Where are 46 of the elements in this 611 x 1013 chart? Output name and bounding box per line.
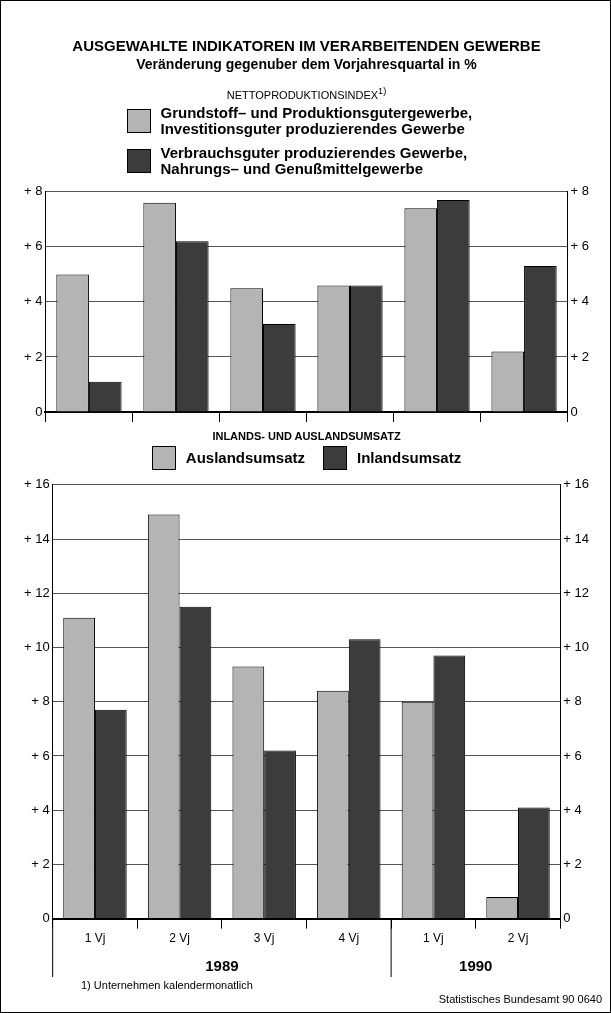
x-tick-label: 4 Vj <box>338 930 360 945</box>
y2-tick-label: + 12 <box>563 584 590 600</box>
y2-tick-label: 0 <box>570 403 578 419</box>
chart-subtitle: Veränderung gegenuber dem Vorjahresquartal in % <box>135 56 478 72</box>
text: Statistisches Bundesamt 90 0640 <box>437 991 603 1005</box>
x-tick-label: 1 Vj <box>423 930 444 945</box>
y2-tick-label: 0 <box>563 909 571 925</box>
y2-tick-label: + 2 <box>570 348 589 364</box>
y-tick-label: 0 <box>42 909 50 925</box>
y-tick-label: + 8 <box>24 183 43 199</box>
y-tick-label: + 4 <box>24 293 43 309</box>
y2-tick-label: + 14 <box>563 530 590 546</box>
y2-tick-label: + 6 <box>563 747 582 763</box>
text: 1) Unternehmen kalendermonatlich <box>80 978 254 991</box>
y-tick-label: + 12 <box>23 584 50 600</box>
y-tick-label: + 2 <box>31 855 50 871</box>
y-tick-label: + 6 <box>24 238 43 254</box>
legend-label: Auslandsumsatz <box>185 448 305 466</box>
y-tick-label: + 2 <box>24 348 43 364</box>
y2-tick-label: + 16 <box>563 476 590 492</box>
y-tick-label: + 6 <box>31 747 50 763</box>
y2-tick-label: + 8 <box>563 692 582 708</box>
x-tick-label: 2 Vj <box>507 930 529 945</box>
y-tick-label: 0 <box>35 403 43 419</box>
y-tick-label: + 16 <box>23 476 50 492</box>
y-tick-label: + 10 <box>23 638 50 654</box>
legend-title: NETTOPRODUKTIONSINDEX$^{1)}$ <box>225 86 388 101</box>
legend-label: Verbrauchsguter produzierendes Gewerbe, Nahrungs– und Genußmittelgewerbe <box>160 143 468 177</box>
y2-tick-label: + 6 <box>570 238 589 254</box>
legend-label: Grundstoff– und Produktionsgutergewerbe, Investitionsguter produzierendes Gewerbe <box>160 103 473 137</box>
chart-title: INLANDS- UND AUSLANDSUMSATZ <box>211 429 402 442</box>
x-tick-label: 1 Vj <box>84 930 106 945</box>
chart-title: AUSGEWAHLTE INDIKATOREN IM VERARBEITENDEN GEWERBE <box>71 37 542 54</box>
text: 1990 <box>459 956 493 974</box>
y-tick-label: + 4 <box>31 801 50 817</box>
y2-tick-label: + 4 <box>570 293 589 309</box>
y2-tick-label: + 8 <box>570 183 589 199</box>
text: 1989 <box>205 956 239 974</box>
y-tick-label: + 14 <box>23 530 50 546</box>
legend-label: Inlandsumsatz <box>357 448 462 466</box>
x-tick-label: 3 Vj <box>253 930 275 945</box>
y2-tick-label: + 4 <box>563 801 582 817</box>
y-tick-label: + 8 <box>31 692 50 708</box>
y2-tick-label: + 2 <box>563 855 582 871</box>
y2-tick-label: + 10 <box>563 638 590 654</box>
x-tick-label: 2 Vj <box>169 930 190 945</box>
